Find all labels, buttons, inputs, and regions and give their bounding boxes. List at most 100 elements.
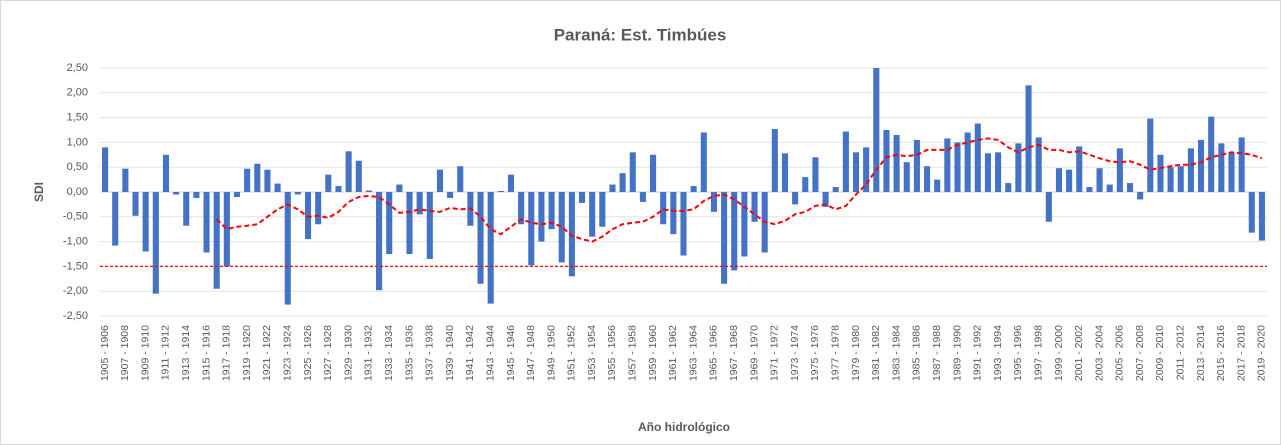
bar (1076, 146, 1083, 192)
bar (1137, 192, 1144, 200)
x-tick-label: 1977 - 1978 (829, 325, 841, 381)
bar (984, 153, 991, 192)
bar (264, 169, 271, 192)
bar (193, 192, 200, 198)
y-axis-label: SDI (32, 182, 46, 202)
x-axis-label: Año hidrológico (638, 420, 730, 434)
x-tick-label: 1963 - 1964 (687, 325, 699, 381)
bar (974, 123, 981, 192)
bar (528, 192, 535, 266)
bar (568, 192, 575, 277)
bar (325, 174, 332, 192)
bar (294, 192, 301, 195)
x-tick-label: 1981 - 1982 (870, 325, 882, 381)
bar (1147, 118, 1154, 192)
bar (995, 152, 1002, 192)
moving-average-line (216, 137, 1263, 243)
y-tick-label: 1,00 (67, 136, 88, 148)
bar (802, 177, 809, 192)
x-tick-label: 1931 - 1932 (363, 325, 375, 381)
bar (274, 183, 281, 192)
y-tick-label: -2,00 (63, 285, 88, 297)
bar (710, 192, 717, 212)
x-tick-label: 2011 - 2012 (1175, 325, 1187, 380)
bar (781, 153, 789, 192)
bar (599, 192, 606, 227)
bar (1218, 143, 1225, 192)
bar (315, 192, 322, 225)
bar (1208, 116, 1215, 192)
x-tick-label: 2009 - 2010 (1154, 325, 1166, 381)
x-tick-label: 1917 - 1918 (221, 325, 233, 381)
bar (1248, 192, 1255, 233)
bar (1015, 143, 1022, 192)
y-tick-label: -1,00 (63, 236, 88, 248)
bar (1025, 85, 1032, 192)
bar (1055, 168, 1063, 192)
bar (934, 179, 941, 192)
bar (954, 142, 961, 192)
bar (721, 192, 728, 284)
y-tick-label: 1,50 (67, 112, 88, 124)
x-tick-label: 1979 - 1980 (850, 325, 862, 381)
bar (538, 192, 545, 242)
bar (883, 130, 890, 192)
y-tick-label: 0,50 (67, 161, 88, 173)
bar (1126, 183, 1134, 192)
bar (1035, 137, 1042, 192)
bar (284, 192, 291, 305)
y-tick-label: -2,50 (63, 310, 88, 322)
x-tick-label: 1993 - 1994 (992, 325, 1004, 381)
bar (1177, 166, 1184, 192)
x-tick-label: 1997 - 1998 (1032, 325, 1044, 381)
x-tick-label: 1923 - 1924 (282, 325, 294, 381)
x-tick-label: 1957 - 1958 (627, 325, 639, 381)
bar (690, 186, 697, 192)
bar (832, 187, 839, 192)
bar (1167, 167, 1174, 192)
bar (1197, 139, 1205, 192)
x-tick-label: 1973 - 1974 (789, 325, 801, 381)
bar (589, 192, 596, 237)
x-tick-label: 1991 - 1992 (972, 325, 984, 381)
x-tick-label: 2019 - 2020 (1256, 325, 1268, 381)
x-tick-label: 2015 - 2016 (1215, 325, 1227, 381)
bar (670, 192, 677, 235)
bar (680, 192, 687, 256)
bar (792, 192, 799, 205)
x-tick-label: 1933 - 1934 (383, 325, 395, 381)
bar (518, 192, 525, 225)
bar (1106, 184, 1113, 192)
bar (335, 186, 342, 192)
bar (436, 169, 443, 192)
bar (162, 154, 170, 192)
bar (964, 132, 971, 192)
bar (203, 192, 210, 253)
x-tick-label: 1945 - 1946 (505, 325, 517, 381)
bar (396, 184, 403, 192)
bar (244, 168, 251, 192)
bar (1187, 148, 1194, 192)
bar (112, 192, 119, 246)
x-tick-label: 1907 - 1908 (119, 325, 131, 381)
x-tick-label: 2017 - 2018 (1235, 325, 1247, 381)
y-tick-label: 2,50 (67, 62, 88, 74)
x-tick-label: 1927 - 1928 (322, 325, 334, 381)
bar (812, 157, 819, 192)
x-tick-label: 2007 - 2008 (1134, 325, 1146, 381)
x-tick-label: 1919 - 1920 (241, 325, 253, 381)
bar (660, 192, 667, 225)
bar (609, 184, 616, 192)
x-tick-label: 1983 - 1984 (890, 325, 902, 381)
y-tick-label: -1,50 (63, 260, 88, 272)
x-tick-label: 1969 - 1970 (748, 325, 760, 381)
x-tick-label: 2003 - 2004 (1093, 325, 1105, 381)
x-tick-label: 1939 - 1940 (444, 325, 456, 381)
x-tick-label: 1953 - 1954 (586, 325, 598, 381)
bar (741, 192, 748, 257)
bar (578, 192, 586, 203)
x-tick-label: 2005 - 2006 (1114, 325, 1126, 381)
bar (629, 152, 636, 192)
bar (254, 163, 261, 192)
